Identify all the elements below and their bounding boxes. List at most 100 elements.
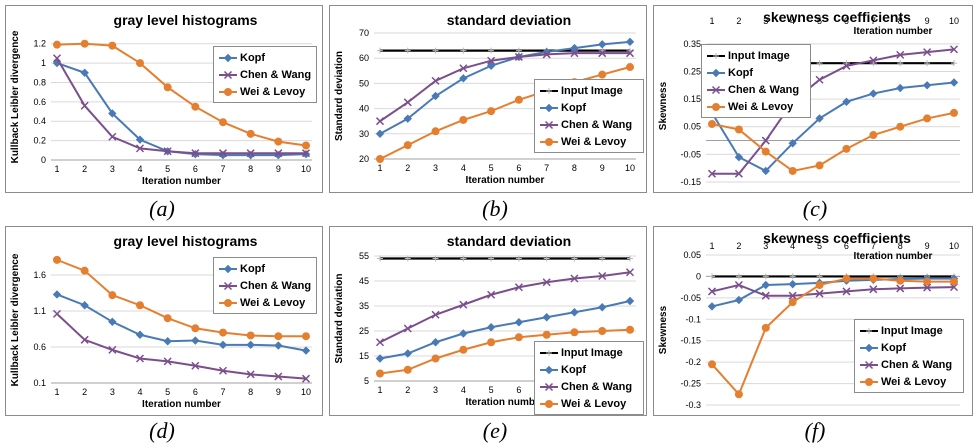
y-tick-label: -0.25 (680, 379, 701, 389)
point-kopf (274, 341, 283, 350)
point-input-image (951, 60, 957, 67)
point-wei-levoy (246, 331, 255, 340)
point-wei-levoy (80, 39, 89, 48)
point-kopf (761, 280, 770, 290)
legend-label: Input Image (561, 346, 623, 359)
point-chen-wang (431, 310, 440, 319)
point-chen-wang (403, 324, 412, 333)
series-chen-wang (375, 49, 635, 126)
series-line-chen-wang (711, 283, 955, 297)
series-line-chen-wang (56, 57, 306, 155)
point-kopf (734, 152, 744, 162)
point-input-image (377, 47, 383, 54)
point-chen-wang (842, 61, 851, 70)
legend-entry: Input Image (706, 47, 806, 64)
y-tick-label: 0.05 (683, 122, 701, 132)
series-line-wei-levoy (711, 277, 954, 397)
point-input-image (571, 255, 578, 262)
point-wei-levoy (431, 354, 440, 363)
chart-title: gray level histograms (114, 12, 258, 28)
point-chen-wang (52, 54, 62, 63)
point-chen-wang (274, 149, 283, 158)
point-chen-wang (949, 45, 959, 54)
y-tick-label: -0.15 (680, 177, 701, 187)
x-axis-label: Iteration number (466, 397, 545, 408)
point-wei-levoy (191, 102, 200, 111)
point-wei-levoy (163, 314, 172, 323)
caption-c: (c) (802, 196, 828, 221)
legend-label: Chen & Wang (240, 279, 312, 292)
legend-entry: Kopf (539, 361, 639, 378)
point-kopf (80, 301, 89, 310)
point-input-image (709, 273, 715, 280)
point-chen-wang (135, 144, 145, 153)
x-tick-label: 7 (220, 164, 225, 174)
point-wei-levoy (950, 108, 958, 117)
x-tick-label: 2 (82, 387, 87, 397)
point-wei-levoy (708, 360, 716, 369)
legend-entry: Input Image (859, 322, 959, 339)
legend-swatch (540, 103, 558, 112)
point-chen-wang (815, 75, 824, 84)
legend-marker (546, 87, 552, 94)
point-wei-levoy (923, 114, 932, 123)
point-wei-levoy (108, 291, 117, 300)
legend-label: Kopf (728, 66, 754, 79)
point-chen-wang (487, 290, 496, 299)
legend-label: Chen & Wang (240, 68, 312, 81)
point-chen-wang (431, 76, 440, 85)
point-chen-wang (80, 101, 89, 110)
x-tick-label: 6 (844, 241, 849, 251)
point-kopf (403, 114, 412, 123)
point-wei-levoy (219, 328, 227, 337)
x-tick-label: 6 (516, 385, 521, 395)
legend-label: Kopf (240, 51, 266, 64)
point-kopf (486, 323, 496, 332)
point-chen-wang (707, 169, 717, 178)
legend-swatch (219, 281, 237, 290)
legend-marker (544, 365, 554, 374)
point-wei-levoy (598, 327, 607, 335)
series-chen-wang (707, 280, 959, 300)
point-chen-wang (108, 132, 117, 141)
legend-marker (223, 53, 233, 62)
point-chen-wang (761, 291, 770, 300)
point-kopf (218, 340, 228, 350)
point-wei-levoy (246, 129, 255, 138)
point-chen-wang (734, 169, 743, 178)
x-axis-label: Iteration number (854, 251, 933, 262)
x-axis-label: Iteration number (466, 175, 545, 186)
legend-marker (546, 349, 552, 356)
point-wei-levoy (514, 333, 523, 342)
point-wei-levoy (842, 274, 851, 283)
legend-label: Wei & Levoy (240, 85, 306, 98)
chart-svg: standard deviation 20 30 40 50 60 70 1 2 3 4 5 6 7 8 9 1… (334, 12, 636, 186)
legend-swatch (540, 382, 558, 391)
legend-label: Wei & Levoy (881, 375, 947, 388)
legend-label: Kopf (240, 262, 266, 275)
point-input-image (460, 47, 467, 54)
legend-marker (544, 103, 554, 112)
x-tick-label: 5 (489, 163, 494, 173)
chart-e: standard deviation5152535455512345678910… (329, 226, 647, 416)
point-kopf (135, 135, 145, 144)
y-tick-label: 0 (41, 155, 46, 165)
point-chen-wang (598, 271, 607, 281)
series-line-chen-wang (56, 313, 307, 380)
point-kopf (375, 354, 385, 363)
y-tick-label: 70 (359, 28, 369, 38)
point-kopf (431, 91, 440, 101)
chart-title: skewness coefficients (763, 9, 911, 25)
legend-entry: Wei & Levoy (706, 98, 806, 115)
caption-b: (b) (482, 196, 508, 221)
legend-marker (224, 298, 232, 307)
legend-label: Input Image (561, 84, 623, 97)
point-chen-wang (514, 283, 523, 292)
legend-marker (223, 264, 233, 273)
x-tick-label: 2 (405, 163, 410, 173)
point-chen-wang (459, 64, 468, 73)
x-tick-label: 3 (110, 387, 115, 397)
y-tick-label: 0.8 (33, 77, 46, 87)
x-axis-label: Iteration number (142, 399, 221, 410)
series-line-kopf (379, 300, 631, 360)
